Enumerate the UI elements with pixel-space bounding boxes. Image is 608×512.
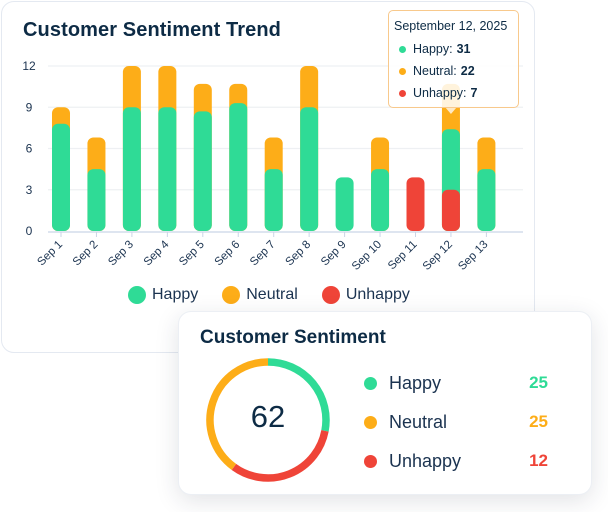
donut-total: 62 bbox=[250, 399, 286, 434]
y-tick-label: 12 bbox=[22, 59, 36, 73]
bar-segment-happy bbox=[122, 107, 141, 231]
tooltip-dot-neutral bbox=[399, 67, 406, 75]
y-tick-label: 6 bbox=[26, 142, 33, 156]
bar-segment-happy bbox=[87, 169, 106, 231]
x-tick-label: Sep 12 bbox=[421, 239, 455, 273]
tooltip-dot-happy bbox=[399, 45, 406, 53]
summary-value-unhappy: 12 bbox=[529, 451, 548, 470]
x-tick-label: Sep 1 bbox=[35, 239, 65, 269]
summary-title: Customer Sentiment bbox=[200, 327, 386, 348]
tooltip-label: Neutral: bbox=[413, 64, 457, 78]
tooltip-row-neutral: Neutral: 22 bbox=[399, 64, 475, 78]
y-tick-label: 3 bbox=[26, 183, 33, 197]
donut-slice-neutral bbox=[206, 358, 269, 470]
summary-label: Unhappy bbox=[389, 450, 462, 471]
legend-item-unhappy[interactable]: Unhappy bbox=[321, 286, 410, 304]
legend-item-happy[interactable]: Happy bbox=[128, 286, 198, 304]
x-tick-label: Sep 13 bbox=[456, 239, 490, 273]
tooltip-date: September 12, 2025 bbox=[394, 19, 508, 33]
chart-title: Customer Sentiment Trend bbox=[23, 19, 281, 41]
bar-segment-happy bbox=[477, 169, 496, 231]
summary-row-unhappy: Unhappy 12 bbox=[364, 450, 564, 472]
donut-chart bbox=[206, 358, 330, 482]
bar-segment-happy bbox=[158, 107, 177, 231]
summary-value-happy: 25 bbox=[529, 373, 548, 392]
chart-legend: Happy Neutral Unhappy bbox=[128, 286, 434, 304]
tooltip-label: Happy: bbox=[413, 42, 453, 56]
legend-label: Unhappy bbox=[345, 286, 410, 303]
bar-segment-happy bbox=[229, 103, 248, 231]
donut-slice-happy bbox=[267, 358, 330, 432]
summary-label: Neutral bbox=[389, 411, 448, 432]
legend-dot-neutral bbox=[222, 286, 241, 304]
summary-dot-neutral bbox=[364, 415, 377, 429]
legend-item-neutral[interactable]: Neutral bbox=[222, 286, 298, 304]
tooltip-value: 7 bbox=[470, 86, 478, 100]
y-tick-label: 0 bbox=[26, 224, 33, 238]
tooltip-value: 31 bbox=[456, 42, 471, 56]
tooltip-value: 22 bbox=[460, 64, 475, 78]
tooltip-dot-unhappy bbox=[399, 89, 406, 97]
bars-layer bbox=[52, 66, 496, 231]
summary-value-neutral: 25 bbox=[529, 412, 548, 431]
bar-segment-happy bbox=[264, 169, 283, 231]
x-tick-label: Sep 4 bbox=[142, 238, 172, 268]
summary-dot-happy bbox=[364, 376, 377, 390]
donut-layer bbox=[206, 358, 330, 482]
bar-segment-happy bbox=[335, 177, 354, 231]
x-tick-label: Sep 10 bbox=[350, 239, 384, 273]
summary-dot-unhappy bbox=[364, 454, 377, 468]
tooltip-pointer bbox=[444, 107, 457, 114]
legend-dot-unhappy bbox=[321, 286, 340, 304]
legend-label: Happy bbox=[152, 286, 199, 303]
summary-row-neutral: Neutral 25 bbox=[364, 411, 564, 433]
x-tick-label: Sep 3 bbox=[106, 239, 136, 269]
summary-row-happy: Happy 25 bbox=[364, 372, 564, 394]
x-tick-label: Sep 5 bbox=[177, 239, 207, 269]
tooltip-row-unhappy: Unhappy: 7 bbox=[399, 86, 477, 100]
bar-segment-happy bbox=[300, 107, 319, 231]
x-tick-label: Sep 11 bbox=[386, 239, 420, 273]
sentiment-trend-card: 0 3 6 9 12 Sep 1 Sep 2 Sep 3 Sep 4 Sep 5 Sep 6 Sep … bbox=[1, 1, 535, 353]
tooltip-row-happy: Happy: 31 bbox=[399, 42, 471, 56]
summary-label: Happy bbox=[389, 372, 442, 393]
legend-dot-happy bbox=[128, 286, 146, 304]
y-tick-label: 9 bbox=[26, 100, 33, 114]
donut-slice-unhappy bbox=[231, 430, 329, 482]
x-tick-label: Sep 2 bbox=[71, 239, 101, 269]
legend-label: Neutral bbox=[246, 286, 298, 303]
sentiment-summary-card: Customer Sentiment 62 Happy 25 Neutral 2… bbox=[178, 311, 592, 495]
bar-segment-unhappy bbox=[441, 189, 460, 231]
bar-segment-unhappy bbox=[406, 177, 425, 231]
x-tick-label: Sep 6 bbox=[213, 239, 243, 269]
bar-segment-happy bbox=[52, 123, 70, 231]
chart-tooltip: September 12, 2025 Happy: 31 Neutral: 22… bbox=[388, 10, 519, 108]
bar-segment-happy bbox=[193, 111, 212, 231]
x-tick-label: Sep 8 bbox=[284, 239, 314, 269]
x-tick-label: Sep 9 bbox=[319, 239, 349, 269]
tooltip-label: Unhappy: bbox=[413, 86, 467, 100]
bar-segment-happy bbox=[371, 169, 390, 231]
x-tick-label: Sep 7 bbox=[248, 239, 278, 269]
